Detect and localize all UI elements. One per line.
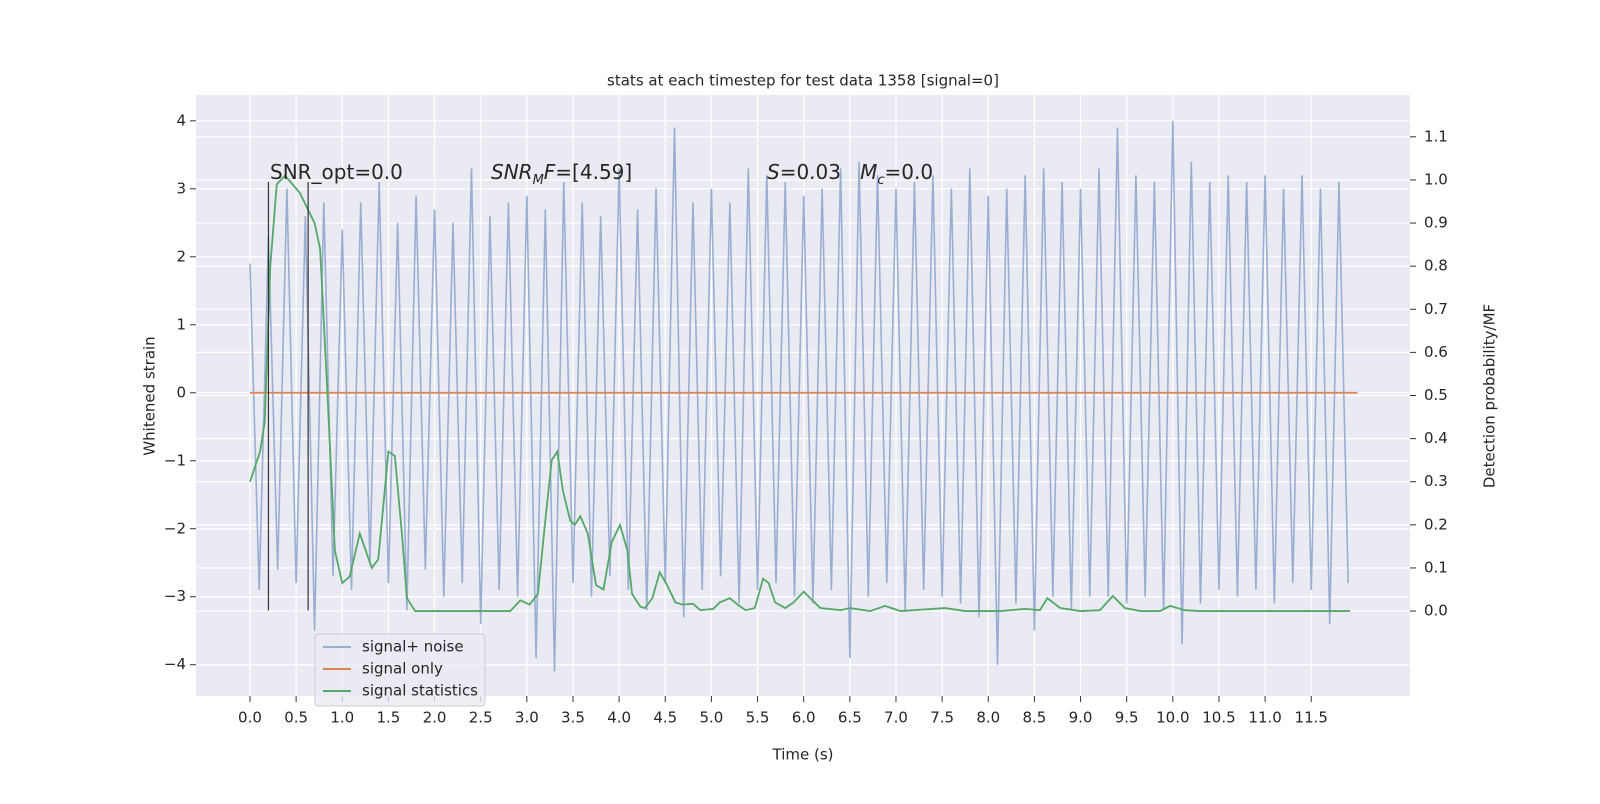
y2-tick-label: 0.3 [1424,472,1448,490]
annotation-part: SNR [491,160,533,184]
y2-axis-label: Detection probability/MF [1481,304,1499,488]
x-tick-label: 8.5 [1022,709,1046,727]
x-tick-label: 4.5 [653,709,677,727]
annotation-part: =0.0 [885,160,934,184]
x-tick-label: 6.0 [792,709,816,727]
x-tick-label: 1.5 [376,709,400,727]
y-tick-label: −1 [164,451,186,469]
x-tick-label: 2.0 [423,709,447,727]
x-tick-label: 9.5 [1115,709,1139,727]
y-axis-label: Whitened strain [141,336,159,455]
y-tick-label: 0 [176,383,186,401]
x-tick-label: 7.5 [930,709,954,727]
x-tick-label: 8.0 [976,709,1000,727]
annotation-part: S [767,160,780,184]
legend: signal+ noise signal only signal statistic… [314,633,486,707]
x-axis-label: Time (s) [772,746,834,764]
x-tick-label: 0.5 [284,709,308,727]
y2-tick-label: 0.1 [1424,558,1448,576]
annotation-part: SNR_opt=0.0 [270,160,403,184]
y2-tick-label: 1.1 [1424,127,1448,145]
series-line [249,174,1351,612]
x-tick-label: 4.0 [607,709,631,727]
y2-tick-label: 0.7 [1424,300,1448,318]
annotation: SNR_opt=0.0 [270,160,403,184]
y-tick-label: 1 [176,315,186,333]
x-tick-label: 3.5 [561,709,585,727]
x-tick-label: 3.0 [515,709,539,727]
annotation: SNRMF=[4.59] [491,160,632,189]
annotation: S=0.03 Mc=0.0 [767,160,933,189]
x-tick-label: 11.5 [1295,709,1328,727]
x-tick-label: 1.0 [330,709,354,727]
legend-box [314,633,486,707]
y2-tick-label: 0.9 [1424,214,1448,232]
annotation-part: M [533,173,544,188]
y-tick-label: 4 [176,111,186,129]
x-tick-label: 10.0 [1156,709,1189,727]
x-tick-label: 2.5 [469,709,493,727]
y-tick-label: −3 [164,587,186,605]
x-tick-label: 9.0 [1069,709,1093,727]
chart-title: stats at each timestep for test data 135… [607,72,999,90]
annotation-part: =[4.59] [555,160,632,184]
annotation-part: c [877,173,884,188]
legend-label: signal only [362,660,443,678]
y-tick-label: 3 [176,179,186,197]
y2-tick-label: 0.5 [1424,386,1448,404]
annotation-part: =0.03 [780,160,860,184]
x-tick-label: 10.5 [1202,709,1235,727]
series-line [249,120,1349,672]
y-tick-label: −4 [164,655,186,673]
y2-tick-label: 1.0 [1424,170,1448,188]
y2-tick-label: 0.8 [1424,257,1448,275]
legend-label: signal statistics [362,682,478,700]
y2-tick-label: 0.0 [1424,602,1448,620]
plot-layer [249,120,1358,672]
x-tick-label: 5.0 [699,709,723,727]
y-tick-label: −2 [164,519,186,537]
y2-tick-label: 0.6 [1424,343,1448,361]
x-tick-label: 6.5 [838,709,862,727]
y2-tick-label: 0.2 [1424,515,1448,533]
x-tick-label: 0.0 [238,709,262,727]
x-tick-label: 7.0 [884,709,908,727]
legend-label: signal+ noise [362,638,464,656]
annotation-part: M [860,160,877,184]
y-tick-label: 2 [176,247,186,265]
x-tick-label: 11.0 [1248,709,1281,727]
y2-tick-label: 0.4 [1424,429,1448,447]
x-tick-label: 5.5 [746,709,770,727]
annotation-part: F [544,160,556,184]
